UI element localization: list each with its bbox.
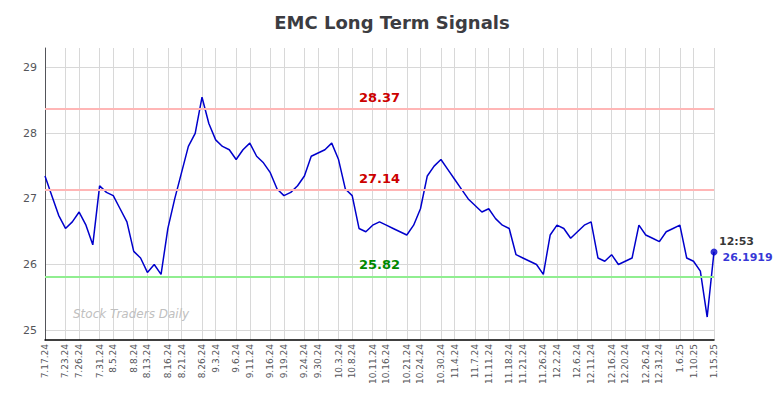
svg-text:9.30.24: 9.30.24 [313,344,323,379]
svg-text:8.16.24: 8.16.24 [163,344,173,379]
svg-text:7.26.24: 7.26.24 [74,344,84,379]
svg-text:10.21.24: 10.21.24 [402,344,412,384]
svg-text:28: 28 [23,127,37,140]
svg-text:25.82: 25.82 [359,257,400,272]
svg-text:12.31.24: 12.31.24 [654,344,664,384]
svg-text:11.4.24: 11.4.24 [450,344,460,379]
svg-text:26.1919: 26.1919 [723,251,773,264]
svg-text:29: 29 [23,61,37,74]
svg-text:10.8.24: 10.8.24 [347,344,357,379]
svg-text:12.26.24: 12.26.24 [641,344,651,384]
svg-text:11.7.24: 11.7.24 [470,344,480,379]
svg-text:10.16.24: 10.16.24 [381,344,391,384]
svg-text:10.24.24: 10.24.24 [415,344,425,384]
svg-text:Stock Traders Daily: Stock Traders Daily [73,307,190,321]
svg-text:26: 26 [23,258,37,271]
svg-text:9.11.24: 9.11.24 [245,344,255,379]
svg-text:12.11.24: 12.11.24 [586,344,596,384]
svg-text:9.16.24: 9.16.24 [265,344,275,379]
svg-text:1.15.25: 1.15.25 [709,344,719,378]
svg-text:12.6.24: 12.6.24 [572,344,582,379]
svg-text:9.24.24: 9.24.24 [299,344,309,379]
svg-text:9.6.24: 9.6.24 [231,344,241,373]
svg-text:8.5.24: 8.5.24 [108,344,118,373]
svg-text:10.11.24: 10.11.24 [368,344,378,384]
svg-text:EMC Long Term Signals: EMC Long Term Signals [274,12,509,33]
svg-text:11.11.24: 11.11.24 [484,344,494,384]
svg-text:11.18.24: 11.18.24 [504,344,514,384]
svg-text:8.8.24: 8.8.24 [129,344,139,373]
svg-text:9.19.24: 9.19.24 [279,344,289,379]
svg-text:1.10.25: 1.10.25 [689,344,699,378]
svg-text:8.21.24: 8.21.24 [177,344,187,379]
svg-text:1.6.25: 1.6.25 [675,344,685,373]
svg-text:8.13.24: 8.13.24 [142,344,152,379]
svg-text:12.16.24: 12.16.24 [607,344,617,384]
svg-text:8.26.24: 8.26.24 [197,344,207,379]
svg-text:7.17.24: 7.17.24 [40,344,50,379]
svg-text:28.37: 28.37 [359,90,400,105]
svg-text:9.3.24: 9.3.24 [211,344,221,373]
svg-text:11.21.24: 11.21.24 [518,344,528,384]
svg-text:12.2.24: 12.2.24 [552,344,562,379]
svg-text:7.31.24: 7.31.24 [95,344,105,379]
svg-text:12:53: 12:53 [719,235,754,248]
svg-text:27.14: 27.14 [359,171,400,186]
svg-text:7.23.24: 7.23.24 [60,344,70,379]
svg-text:10.30.24: 10.30.24 [436,344,446,384]
svg-text:12.20.24: 12.20.24 [620,344,630,384]
svg-text:11.26.24: 11.26.24 [538,344,548,384]
svg-text:25: 25 [23,324,37,337]
svg-text:27: 27 [23,192,37,205]
svg-text:10.3.24: 10.3.24 [334,344,344,379]
